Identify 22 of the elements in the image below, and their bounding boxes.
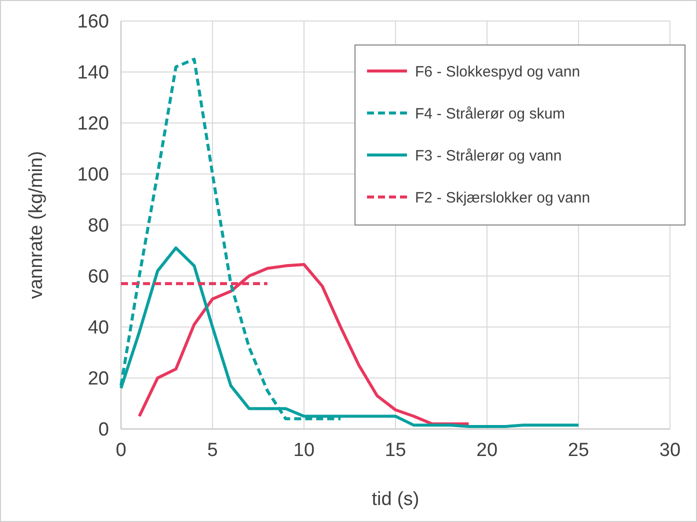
y-tick-label: 100 [77,164,109,186]
x-tick-label: 25 [568,440,590,461]
legend-label: F6 - Slokkespyd og vann [415,63,580,80]
legend-label: F2 - Skjærslokker og vann [415,189,590,206]
x-tick-label: 20 [476,440,498,461]
x-tick-label: 10 [293,440,315,461]
x-tick-label: 15 [384,440,406,461]
y-tick-label: 0 [98,420,109,441]
x-axis-title: tid (s) [372,489,420,510]
x-tick-label: 5 [207,440,218,461]
y-tick-label: 140 [77,62,109,84]
y-tick-label: 160 [77,12,109,33]
x-tick-label: 30 [659,440,681,461]
y-axis-title: vannrate (kg/min) [26,151,47,299]
y-tick-label: 60 [88,266,109,288]
y-tick-label: 40 [88,318,109,339]
legend-label: F3 - Strålerør og vann [415,147,562,164]
legend-label: F4 - Strålerør og skum [415,105,566,122]
y-tick-label: 20 [88,368,109,390]
y-tick-label: 80 [88,216,109,237]
y-tick-label: 120 [77,114,109,135]
x-tick-label: 0 [116,440,126,461]
